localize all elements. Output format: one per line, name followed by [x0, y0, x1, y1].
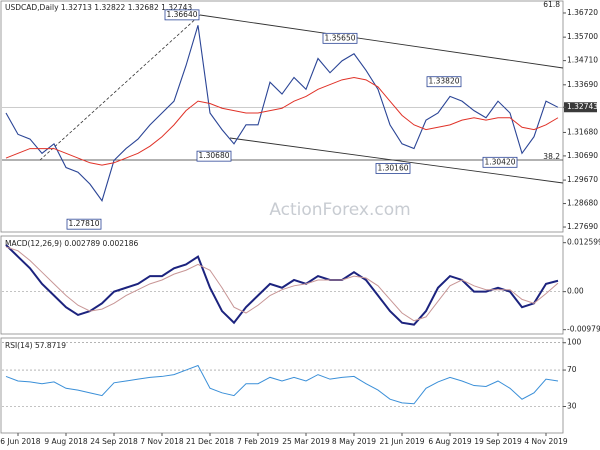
x-tick-label: 4 Nov 2019: [524, 437, 567, 446]
x-tick-label: 9 Aug 2018: [44, 437, 87, 446]
x-tick-label: 8 May 2019: [332, 437, 376, 446]
rsi-title: RSI(14) 57.8719: [5, 341, 66, 350]
annotation-label: 1.30680: [198, 151, 229, 160]
annotation-box: [196, 150, 232, 162]
rsi-panel: [0, 337, 564, 434]
annotation-label: 1.30420: [484, 157, 515, 166]
x-tick-label: 26 Jun 2018: [0, 437, 41, 446]
annotation-box: [322, 32, 358, 44]
trend-line: [39, 14, 201, 161]
y-tick-label: 1.28680: [567, 199, 598, 208]
y-tick-label: 0.00: [567, 287, 584, 296]
y-tick-label: 1.36720: [567, 8, 598, 17]
watermark: ActionForex.com: [269, 200, 410, 220]
macd-panel: [0, 235, 564, 335]
macd-title: MACD(12,26,9) 0.002789 0.002186: [5, 239, 139, 248]
annotation-box: [482, 156, 518, 168]
annotation-label: 1.30160: [377, 163, 408, 172]
y-tick-label: 1.33690: [567, 80, 598, 89]
x-tick-label: 7 Feb 2019: [237, 437, 279, 446]
channel-top: [199, 14, 564, 69]
y-tick-label: 1.27690: [567, 222, 598, 231]
y-tick-label: 30: [567, 401, 577, 410]
price-panel: [0, 0, 564, 233]
series-line: [5, 364, 559, 405]
level-label: 61.8: [543, 0, 560, 9]
y-tick-label: 1.31680: [567, 127, 598, 136]
annotation-box: [426, 76, 462, 88]
price-title: USDCAD,Daily 1.32713 1.32822 1.32682 1.3…: [5, 3, 192, 12]
y-tick-label: 1.29670: [567, 175, 598, 184]
annotation-box: [164, 9, 200, 21]
price-tag: [564, 102, 597, 113]
annotation-label: 1.35650: [324, 33, 355, 42]
series-line: [5, 246, 559, 322]
annotation-label: 1.27810: [68, 219, 99, 228]
x-tick-label: 7 Nov 2018: [140, 437, 183, 446]
x-tick-label: 24 Sep 2018: [90, 437, 138, 446]
x-tick-label: 25 Mar 2019: [282, 437, 330, 446]
level-label: 38.2: [543, 152, 560, 161]
y-tick-label: 1.35700: [567, 32, 598, 41]
y-tick-label: 100: [567, 338, 582, 347]
y-tick-label: 70: [567, 365, 577, 374]
series-line: [5, 76, 559, 166]
x-tick-label: 6 Aug 2019: [428, 437, 471, 446]
y-tick-label: 1.30690: [567, 151, 598, 160]
y-tick-label: 0.012599: [567, 238, 600, 247]
channel-bottom: [229, 137, 564, 184]
x-tick-label: 19 Sep 2019: [474, 437, 522, 446]
y-tick-label: 1.34710: [567, 56, 598, 65]
annotation-box: [66, 218, 102, 230]
series-line: [5, 244, 559, 326]
annotation-box: [375, 163, 411, 174]
series-line: [5, 25, 559, 202]
y-tick-label: 1.32743: [567, 102, 598, 111]
annotation-label: 1.33820: [428, 77, 459, 86]
x-tick-label: 21 Dec 2018: [186, 437, 234, 446]
x-tick-label: 21 Jun 2019: [379, 437, 424, 446]
y-tick-label: -0.00979: [567, 325, 600, 334]
annotation-label: 1.36640: [166, 10, 197, 19]
